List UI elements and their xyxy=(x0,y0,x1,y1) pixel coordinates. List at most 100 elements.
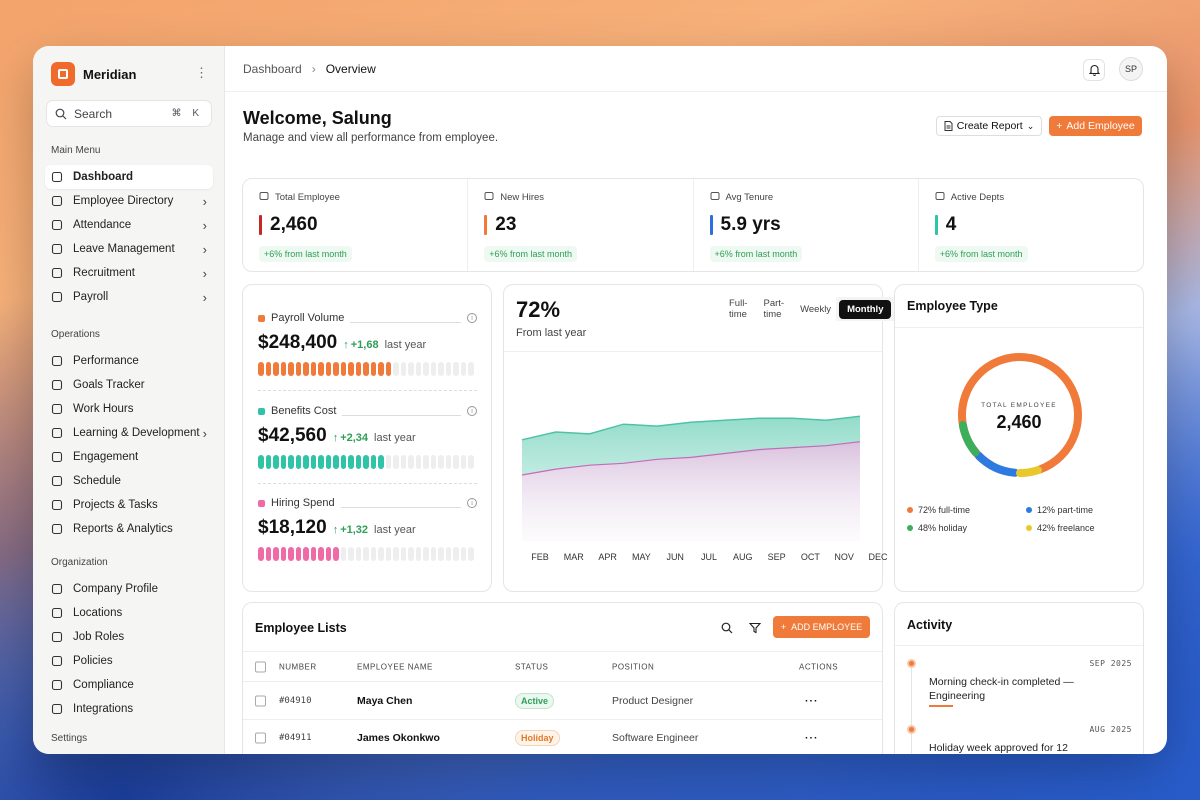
info-icon[interactable]: i xyxy=(467,313,477,323)
search-shortcut: ⌘ K xyxy=(171,108,203,119)
sidebar-item-learning-development[interactable]: Learning & Development › xyxy=(45,421,213,445)
col-number[interactable]: NUMBER xyxy=(279,662,317,671)
sidebar-item-label: Work Hours xyxy=(73,403,134,415)
progress-pill xyxy=(303,547,309,561)
add-employee-button[interactable]: + Add Employee xyxy=(1049,116,1142,136)
tab-full-time[interactable]: Full-time xyxy=(721,294,756,324)
table-row[interactable]: #04911 James Okonkwo Holiday Software Engin… xyxy=(243,720,882,754)
info-icon[interactable]: i xyxy=(467,406,477,416)
sidebar-item-schedule[interactable]: Schedule xyxy=(45,469,213,493)
sidebar-item-label: Engagement xyxy=(73,451,139,463)
progress-pill xyxy=(460,547,466,561)
progress-pill xyxy=(438,362,444,376)
progress-pill xyxy=(258,455,264,469)
row-checkbox[interactable] xyxy=(255,695,266,707)
payroll-metric-label: Payroll Volume xyxy=(271,312,345,324)
table-row[interactable]: #04910 Maya Chen Active Product Designer ··· xyxy=(243,683,882,720)
search-input[interactable]: Search ⌘ K xyxy=(46,100,212,127)
col-status[interactable]: STATUS xyxy=(515,662,549,671)
sidebar-item-recruitment[interactable]: Recruitment › xyxy=(45,261,213,285)
sidebar-item-label: Integrations xyxy=(73,703,134,715)
progress-pill xyxy=(430,547,436,561)
stat-accent-bar xyxy=(259,215,262,235)
sidebar-item-work-hours[interactable]: Work Hours xyxy=(45,397,213,421)
activity-item[interactable]: SEP 2025 Morning check-in completed — Eng… xyxy=(907,659,1132,719)
sidebar-item-attendance[interactable]: Attendance › xyxy=(45,213,213,237)
progress-pill xyxy=(340,455,346,469)
legend-item: 72% full-time xyxy=(907,505,970,515)
payroll-delta-suffix: last year xyxy=(384,339,427,351)
sidebar-item-payroll[interactable]: Payroll › xyxy=(45,285,213,309)
avatar[interactable]: SP xyxy=(1119,57,1143,81)
search-icon[interactable] xyxy=(721,622,733,634)
building-icon xyxy=(51,583,63,595)
progress-pills xyxy=(258,547,477,561)
more-vertical-icon[interactable]: ⋮ xyxy=(195,65,208,80)
stat-value: 5.9 yrs xyxy=(720,214,781,235)
activity-text: Holiday week approved for 12 employees xyxy=(929,742,1068,754)
sidebar-item-compliance[interactable]: Compliance xyxy=(45,673,213,697)
activity-item[interactable]: AUG 2025 Holiday week approved for 12 emp… xyxy=(907,725,1132,754)
sidebar-item-locations[interactable]: Locations xyxy=(45,601,213,625)
activity-text: Morning check-in completed — Engineering xyxy=(929,676,1074,702)
legend-item: 12% part-time xyxy=(1026,505,1093,515)
payroll-card: Payroll Volume i $248,400 ↑ +1,68 last year Be… xyxy=(242,284,492,592)
document-icon xyxy=(944,121,953,131)
progress-pill xyxy=(438,455,444,469)
activity-card: Activity SEP 2025 Morning check-in comple… xyxy=(894,602,1144,754)
trending-icon xyxy=(51,355,63,367)
sidebar-item-engagement[interactable]: Engagement xyxy=(45,445,213,469)
sidebar-item-goals-tracker[interactable]: Goals Tracker xyxy=(45,373,213,397)
more-horizontal-icon[interactable]: ··· xyxy=(805,732,819,744)
x-tick-label: AUG xyxy=(733,552,753,562)
select-all-checkbox[interactable] xyxy=(255,661,266,672)
legend-label: 42% freelance xyxy=(1037,523,1095,533)
sidebar-item-job-roles[interactable]: Job Roles xyxy=(45,625,213,649)
sidebar-item-integrations[interactable]: Integrations xyxy=(45,697,213,721)
sidebar-item-label: Goals Tracker xyxy=(73,379,145,391)
col-name[interactable]: EMPLOYEE NAME xyxy=(357,662,433,671)
sidebar-item-leave-management[interactable]: Leave Management › xyxy=(45,237,213,261)
employee-name[interactable]: James Okonkwo xyxy=(357,732,440,744)
progress-pill xyxy=(468,362,474,376)
info-icon[interactable]: i xyxy=(467,498,477,508)
sidebar-item-employee-directory[interactable]: Employee Directory › xyxy=(45,189,213,213)
breadcrumb-parent[interactable]: Dashboard xyxy=(243,61,302,76)
stat-label-row: New Hires xyxy=(484,191,676,204)
payroll-metric-values: $42,560 ↑ +2,34 last year xyxy=(258,425,477,447)
filter-icon[interactable] xyxy=(749,622,761,634)
stat-value-row: 5.9 yrs xyxy=(709,214,902,236)
stat-card: Avg Tenure 5.9 yrs +6% from last month xyxy=(694,179,919,271)
brand[interactable]: Meridian xyxy=(51,62,136,86)
progress-pill xyxy=(303,362,309,376)
sidebar-item-label: Payroll xyxy=(73,291,109,303)
employee-number: #04910 xyxy=(279,696,312,706)
progress-pill xyxy=(453,362,459,376)
tab-monthly[interactable]: Monthly xyxy=(839,299,892,319)
progress-pill xyxy=(340,547,346,561)
sidebar-item-company-profile[interactable]: Company Profile xyxy=(45,577,213,601)
employee-name[interactable]: Maya Chen xyxy=(357,695,413,707)
tab-part-time[interactable]: Part-time xyxy=(755,294,793,324)
clock-icon xyxy=(51,403,63,415)
sidebar-item-projects-tasks[interactable]: Projects & Tasks xyxy=(45,493,213,517)
progress-pill xyxy=(265,362,271,376)
row-checkbox[interactable] xyxy=(255,732,266,744)
activity-title: Activity xyxy=(907,618,953,632)
tab-weekly[interactable]: Weekly xyxy=(800,303,832,315)
page-subtitle: Manage and view all performance from emp… xyxy=(243,132,499,144)
sidebar-item-dashboard[interactable]: Dashboard xyxy=(45,165,213,189)
progress-pills xyxy=(258,362,477,376)
employee-type-card: Employee Type TOTAL EMPLOYEE 2,460 72% f… xyxy=(894,284,1144,592)
shield-icon xyxy=(51,679,63,691)
sidebar-item-policies[interactable]: Policies xyxy=(45,649,213,673)
more-horizontal-icon[interactable]: ··· xyxy=(805,695,819,707)
add-employee-list-button[interactable]: + ADD EMPLOYEE xyxy=(773,616,870,638)
sidebar-item-reports-analytics[interactable]: Reports & Analytics xyxy=(45,517,213,541)
plus-icon: + xyxy=(780,622,787,632)
create-report-button[interactable]: Create Report ⌄ xyxy=(936,116,1042,136)
sidebar-item-performance[interactable]: Performance xyxy=(45,349,213,373)
payroll-metric-values: $248,400 ↑ +1,68 last year xyxy=(258,332,477,354)
col-position[interactable]: POSITION xyxy=(612,662,655,671)
notifications-button[interactable] xyxy=(1083,59,1105,81)
